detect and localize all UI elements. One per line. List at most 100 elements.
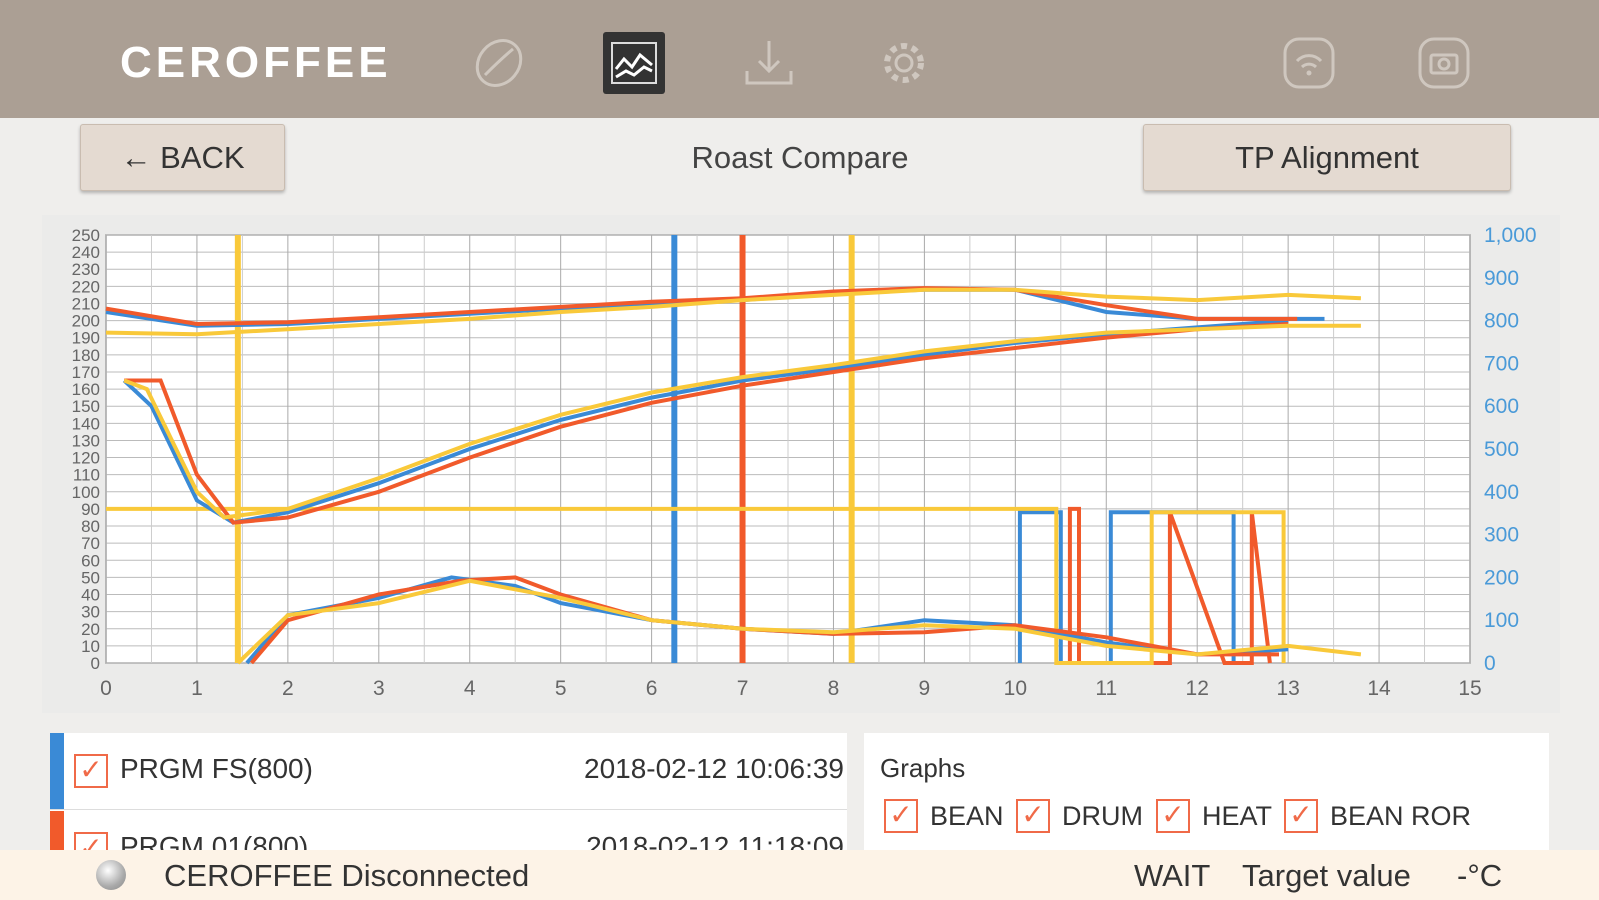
chart-icon[interactable] [603,32,665,94]
y-right-tick-label: 800 [1484,310,1519,333]
graphs-title: Graphs [880,753,966,783]
roast-color-bar [50,733,64,809]
wifi-icon[interactable] [1278,32,1340,94]
y-right-tick-label: 1,000 [1484,224,1537,247]
y-left-tick-label: 50 [81,568,100,587]
tp-alignment-button[interactable]: TP Alignment [1143,124,1511,191]
roast-name: PRGM 01(800) [120,831,309,850]
top-toolbar: CEROFFEE [0,0,1599,118]
target-label: Target value [1242,858,1411,893]
bean-label: BEAN [930,801,1004,831]
x-tick-label: 13 [1276,677,1299,700]
connection-status: CEROFFEE Disconnected [164,858,530,893]
y-left-tick-label: 130 [72,431,100,450]
y-left-tick-label: 200 [72,312,100,331]
x-tick-label: 3 [373,677,385,700]
connection-status-icon [96,860,126,890]
roast-name: PRGM FS(800) [120,753,313,784]
y-right-tick-label: 500 [1484,438,1519,461]
y-left-tick-label: 150 [72,397,100,416]
y-right-tick-label: 100 [1484,609,1519,632]
status-bar [0,850,1599,900]
download-icon[interactable] [738,32,800,94]
y-left-tick-label: 90 [81,500,100,519]
y-left-tick-label: 190 [72,329,100,348]
heat-label: HEAT [1202,801,1273,831]
roast-checkbox[interactable]: ✓ [74,832,108,850]
drum-line [105,286,1298,327]
back-button[interactable]: ← BACK [80,124,285,191]
x-tick-label: 12 [1186,677,1209,700]
y-left-tick-label: 100 [72,483,100,502]
y-left-tick-label: 120 [72,449,100,468]
target-value: -°C [1457,858,1503,893]
y-left-tick-label: 30 [81,603,100,622]
x-tick-label: 4 [464,677,476,700]
y-right-tick-label: 900 [1484,267,1519,290]
drum-line [105,287,1361,337]
y-left-tick-label: 140 [72,414,100,433]
y-left-tick-label: 220 [72,277,100,296]
roast-row[interactable]: ✓ PRGM 01(800) 2018-02-12 11:18:09 [50,811,847,850]
x-tick-label: 0 [100,677,112,700]
x-tick-label: 14 [1367,677,1391,700]
gear-icon[interactable] [873,32,935,94]
x-tick-label: 8 [828,677,840,700]
y-left-tick-label: 10 [81,637,100,656]
y-left-tick-label: 210 [72,294,100,313]
y-left-tick-label: 70 [81,534,100,553]
y-left-tick-label: 60 [81,551,100,570]
y-right-tick-label: 0 [1484,652,1496,675]
y-left-tick-label: 230 [72,260,100,279]
y-right-tick-label: 300 [1484,524,1519,547]
heat-checkbox[interactable]: ✓ [1156,799,1190,833]
y-left-tick-label: 240 [72,243,100,262]
drum-checkbox[interactable]: ✓ [1016,799,1050,833]
chart-svg: 0102030405060708090100110120130140150160… [72,224,1537,700]
roast-checkbox[interactable]: ✓ [74,754,108,788]
y-left-tick-label: 80 [81,517,100,536]
bean-checkbox[interactable]: ✓ [884,799,918,833]
y-left-tick-label: 160 [72,380,100,399]
x-tick-label: 2 [282,677,294,700]
page-title: Roast Compare [691,140,909,175]
roast-date: 2018-02-12 10:06:39 [584,753,844,784]
coffee-bean-icon[interactable] [468,32,530,94]
y-right-tick-label: 200 [1484,566,1519,589]
camera-icon[interactable] [1413,32,1475,94]
bean-ror-checkbox[interactable]: ✓ [1284,799,1318,833]
app-logo: CEROFFEE [120,38,392,87]
y-left-tick-label: 20 [81,620,100,639]
x-tick-label: 7 [737,677,749,700]
graphs-panel: Graphs ✓ BEAN ✓ DRUM ✓ HEAT ✓ BEAN ROR [864,733,1549,850]
drum-label: DRUM [1062,801,1143,831]
y-left-tick-label: 170 [72,363,100,382]
x-tick-label: 1 [191,677,203,700]
bean-ror-line [236,578,1362,665]
y-left-tick-label: 250 [72,226,100,245]
y-right-tick-label: 700 [1484,352,1519,375]
x-tick-label: 5 [555,677,567,700]
roast-compare-chart: 0 10 20 30 40 50 60 70 80 90 100 110 120 130 140 150 160… [42,215,1560,713]
x-tick-label: 9 [919,677,931,700]
x-tick-label: 11 [1095,677,1117,700]
y-right-tick-label: 600 [1484,395,1519,418]
bean-line [123,323,1361,520]
bean-line [124,322,1289,525]
x-tick-label: 6 [646,677,658,700]
y-right-tick-label: 400 [1484,481,1519,504]
roast-row[interactable]: ✓ PRGM FS(800) 2018-02-12 10:06:39 [50,733,847,810]
roaster-state: WAIT [1134,858,1211,893]
y-left-tick-label: 110 [73,466,100,485]
x-tick-label: 10 [1004,677,1027,700]
roast-list: ✓ PRGM FS(800) 2018-02-12 10:06:39 ✓ PRG… [50,733,847,850]
y-left-tick-label: 180 [72,346,100,365]
heat-line [106,506,1286,665]
bean-ror-label: BEAN ROR [1330,801,1472,831]
roast-color-bar [50,811,64,850]
heat-line [1067,506,1272,665]
y-left-tick-label: 0 [91,654,100,673]
y-left-tick-label: 40 [81,586,100,605]
roast-date: 2018-02-12 11:18:09 [586,831,844,850]
x-tick-label: 15 [1458,677,1481,700]
